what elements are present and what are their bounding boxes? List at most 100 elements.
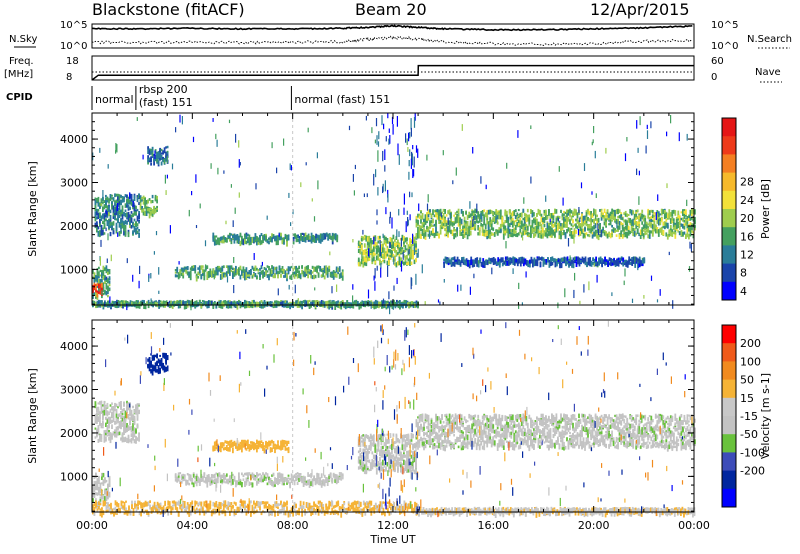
echo-speckle: [405, 300, 407, 308]
echo-cell: [685, 213, 687, 217]
echo-speckle: [391, 116, 394, 125]
echo-cell: [136, 195, 139, 198]
echo-cell: [421, 229, 424, 235]
echo-cell: [374, 303, 377, 309]
echo-cell: [511, 232, 514, 238]
echo-cell: [136, 226, 139, 230]
echo-cell: [127, 204, 130, 209]
echo-cell: [153, 301, 156, 306]
echo-cell: [573, 228, 576, 234]
echo-cell: [563, 219, 565, 223]
echo-cell: [496, 210, 499, 214]
echo-cell: [113, 301, 115, 306]
echo-cell: [195, 480, 198, 487]
echo-cell: [555, 229, 558, 233]
echo-cell: [194, 265, 197, 271]
echo-cell: [281, 473, 284, 480]
echo-cell: [225, 237, 228, 243]
echo-cell: [219, 300, 222, 304]
echo-cell: [227, 265, 230, 269]
echo-cell: [278, 301, 281, 307]
echo-cell: [245, 234, 248, 240]
echo-cell: [147, 208, 149, 212]
echo-cell: [560, 257, 563, 262]
echo-cell: [151, 357, 154, 361]
echo-cell: [262, 472, 264, 476]
echo-cell: [99, 274, 102, 277]
echo-cell: [218, 472, 221, 478]
echo-cell: [672, 218, 675, 222]
echo-cell: [174, 474, 177, 479]
echo-cell: [590, 225, 592, 229]
echo-cell: [225, 479, 228, 482]
echo-cell: [532, 259, 534, 264]
echo-cell: [538, 256, 540, 261]
echo-cell: [102, 404, 104, 407]
echo-cell: [122, 300, 124, 305]
echo-cell: [277, 241, 279, 246]
echo-cell: [326, 267, 329, 271]
echo-cell: [304, 271, 306, 275]
echo-cell: [96, 290, 99, 295]
echo-cell: [551, 213, 553, 218]
echo-cell: [121, 225, 124, 228]
echo-cell: [296, 302, 299, 306]
echo-cell: [602, 259, 605, 262]
echo-cell: [602, 226, 604, 230]
echo-speckle: [690, 244, 692, 252]
echo-cell: [689, 222, 692, 226]
echo-cell: [457, 208, 460, 211]
echo-cell: [95, 498, 97, 502]
echo-cell: [577, 258, 579, 265]
echo-speckle: [153, 251, 155, 255]
echo-cell: [540, 234, 543, 239]
echo-cell: [526, 208, 529, 213]
echo-cell: [227, 481, 230, 485]
echo-cell: [183, 474, 186, 477]
echo-cell: [314, 300, 317, 305]
echo-cell: [466, 221, 469, 224]
echo-cell: [498, 230, 501, 234]
echo-speckle: [365, 115, 367, 121]
echo-cell: [446, 257, 448, 260]
echo-speckle: [655, 212, 657, 221]
echo-cell: [194, 476, 197, 480]
echo-speckle: [373, 275, 375, 281]
echo-cell: [117, 432, 119, 436]
echo-cell: [383, 250, 386, 256]
echo-cell: [559, 258, 561, 262]
echo-cell: [522, 258, 525, 264]
echo-cell: [430, 213, 433, 218]
echo-cell: [471, 209, 474, 212]
echo-cell: [377, 256, 380, 261]
echo-cell: [150, 207, 152, 211]
echo-cell: [331, 235, 334, 242]
echo-cell: [272, 268, 275, 275]
echo-cell: [382, 259, 384, 262]
echo-cell: [435, 230, 437, 236]
echo-cell: [513, 210, 516, 216]
echo-cell: [677, 210, 680, 216]
echo-cell: [286, 239, 288, 242]
echo-speckle: [107, 164, 109, 169]
echo-speckle: [421, 264, 423, 274]
echo-speckle: [253, 253, 255, 260]
echo-cell: [597, 217, 600, 223]
echo-cell: [415, 251, 417, 255]
echo-cell: [537, 208, 540, 215]
echo-cell: [566, 222, 568, 228]
echo-cell: [96, 211, 98, 216]
echo-cell: [659, 229, 662, 232]
echo-cell: [432, 209, 434, 215]
echo-cell: [129, 221, 131, 225]
echo-cell: [206, 474, 209, 479]
echo-cell: [299, 300, 302, 305]
echo-cell: [404, 239, 407, 243]
echo-speckle: [424, 301, 426, 306]
echo-cell: [520, 233, 523, 238]
echo-cell: [406, 237, 408, 241]
noise-trace-sky: [91, 24, 693, 32]
echo-cell: [551, 262, 554, 266]
echo-cell: [392, 245, 395, 249]
echo-cell: [555, 221, 558, 225]
